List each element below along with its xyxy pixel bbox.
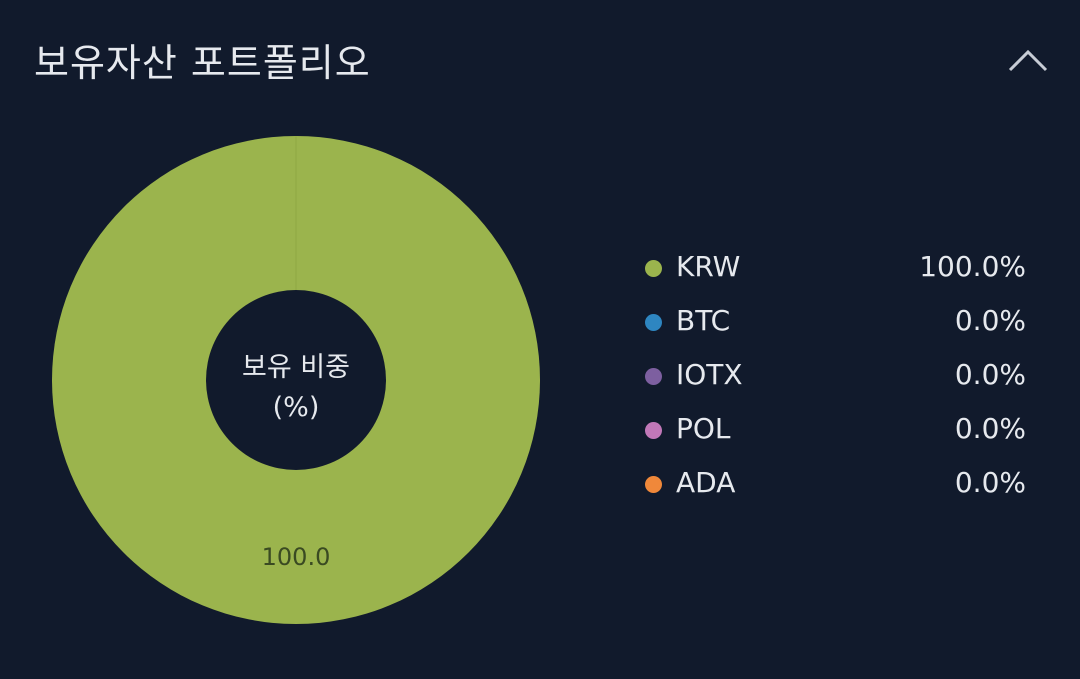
legend-label-btc: BTC <box>676 304 731 337</box>
slice-label-krw: 100.0 <box>262 543 331 571</box>
legend-dot-pol <box>645 422 662 439</box>
legend-item-krw[interactable]: KRW 100.0% <box>640 244 1032 298</box>
legend-value-btc: 0.0% <box>954 304 1026 337</box>
legend-dot-ada <box>645 476 662 493</box>
legend-item-btc[interactable]: BTC 0.0% <box>640 298 1032 352</box>
legend-item-ada[interactable]: ADA 0.0% <box>640 460 1032 514</box>
legend-item-pol[interactable]: POL 0.0% <box>640 406 1032 460</box>
legend-value-pol: 0.0% <box>954 412 1026 445</box>
chevron-up-icon <box>1008 49 1048 72</box>
center-label-line1: 보유 비중 <box>242 352 350 383</box>
center-label-line2: (%) <box>273 392 320 423</box>
collapse-button[interactable] <box>998 38 1058 82</box>
donut-hole <box>206 290 386 470</box>
legend-value-iotx: 0.0% <box>954 358 1026 391</box>
legend-label-ada: ADA <box>676 466 736 499</box>
legend-item-iotx[interactable]: IOTX 0.0% <box>640 352 1032 406</box>
legend-label-iotx: IOTX <box>676 358 743 391</box>
legend-label-pol: POL <box>676 412 731 445</box>
legend-dot-krw <box>645 260 662 277</box>
legend-value-ada: 0.0% <box>954 466 1026 499</box>
panel-title: 보유자산 포트폴리오 <box>34 41 371 85</box>
legend-label-krw: KRW <box>676 250 741 283</box>
legend: KRW 100.0% BTC 0.0% IOTX 0.0% POL 0.0% A… <box>640 244 1032 514</box>
legend-dot-btc <box>645 314 662 331</box>
legend-value-krw: 100.0% <box>919 250 1026 283</box>
legend-dot-iotx <box>645 368 662 385</box>
